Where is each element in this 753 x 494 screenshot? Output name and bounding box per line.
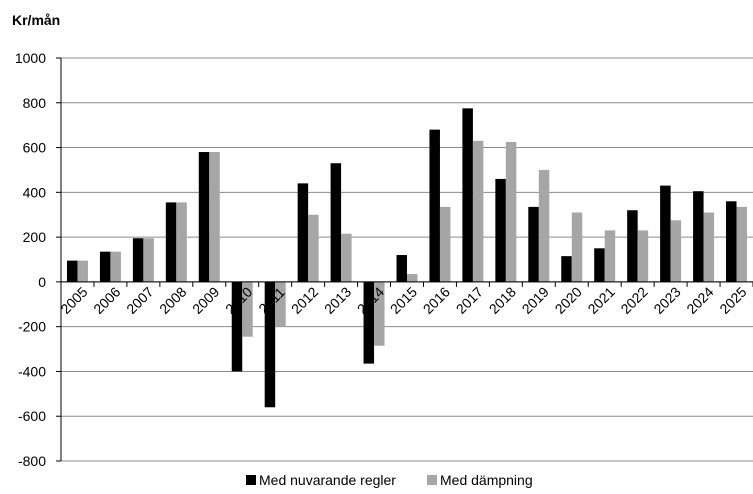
- y-tick-label--400: -400: [18, 363, 46, 379]
- bar-nuvarande-2017: [462, 108, 473, 282]
- bar-nuvarande-2025: [726, 201, 737, 282]
- bar-nuvarande-2023: [660, 185, 671, 282]
- bar-nuvarande-2024: [693, 191, 704, 282]
- bar-dampning-2005: [77, 260, 88, 282]
- x-tick-label-2023: 2023: [650, 284, 683, 317]
- legend: Med nuvarande regler Med dämpning: [246, 472, 533, 488]
- bar-nuvarande-2019: [528, 206, 539, 282]
- bar-dampning-2016: [439, 206, 451, 282]
- y-tick-label-200: 200: [23, 229, 47, 245]
- bar-dampning-2011: [275, 281, 286, 327]
- y-tick-labels: -800 -600 -400 -200 0 200 400 600 800 1000: [15, 50, 46, 469]
- bar-nuvarande-2018: [495, 178, 506, 282]
- x-tick-label-2009: 2009: [189, 284, 222, 317]
- y-tick-label-600: 600: [23, 140, 47, 156]
- x-tick-label-2025: 2025: [716, 284, 749, 317]
- x-tick-label-2015: 2015: [387, 284, 420, 317]
- bar-dampning-2007: [143, 238, 154, 282]
- bar-nuvarande-2020: [561, 256, 572, 282]
- bars: [66, 108, 748, 408]
- y-tick-label-0: 0: [38, 274, 46, 290]
- bar-nuvarande-2013: [330, 163, 342, 282]
- bar-dampning-2009: [209, 152, 220, 282]
- x-tick-label-2006: 2006: [90, 284, 123, 317]
- x-tick-label-2019: 2019: [519, 284, 552, 317]
- x-tick-label-2012: 2012: [288, 284, 321, 317]
- bar-dampning-2025: [736, 206, 748, 282]
- x-tick-label-2016: 2016: [420, 284, 453, 317]
- bar-nuvarande-2015: [396, 255, 407, 282]
- bar-nuvarande-2012: [297, 183, 309, 282]
- x-tick-label-2013: 2013: [321, 284, 354, 317]
- bar-dampning-2017: [472, 140, 484, 282]
- bar-dampning-2013: [341, 233, 352, 282]
- x-tick-labels: 2005 2006 2007 2008 2009 2010 2011 2012 2013 2014…: [57, 284, 750, 317]
- bar-nuvarande-2009: [198, 152, 210, 282]
- bar-dampning-2014: [374, 281, 385, 346]
- bar-dampning-2010: [242, 281, 253, 337]
- axes: [60, 58, 753, 461]
- x-tick-label-2007: 2007: [123, 284, 156, 317]
- bar-nuvarande-2008: [165, 202, 177, 282]
- bar-nuvarande-2021: [594, 248, 605, 282]
- bar-nuvarande-2005: [66, 260, 78, 282]
- x-tick-label-2008: 2008: [156, 284, 189, 317]
- bar-nuvarande-2014: [363, 281, 375, 364]
- y-tick-label-1000: 1000: [15, 50, 46, 66]
- x-tick-label-2022: 2022: [617, 284, 650, 317]
- bar-dampning-2023: [670, 220, 682, 282]
- bar-dampning-2006: [110, 251, 121, 282]
- legend-label-dampning: Med dämpning: [440, 472, 533, 488]
- bar-nuvarande-2011: [264, 281, 276, 408]
- bar-nuvarande-2022: [627, 210, 638, 282]
- bar-nuvarande-2016: [429, 129, 440, 282]
- bar-dampning-2008: [176, 202, 187, 282]
- x-tick-label-2021: 2021: [585, 284, 618, 317]
- bar-nuvarande-2010: [231, 281, 243, 372]
- x-tick-label-2018: 2018: [486, 284, 519, 317]
- bar-dampning-2012: [308, 214, 319, 282]
- x-tick-label-2017: 2017: [453, 284, 486, 317]
- bar-dampning-2021: [604, 230, 616, 282]
- legend-label-nuvarande: Med nuvarande regler: [259, 472, 396, 488]
- y-axis-unit-label: Kr/mån: [12, 12, 60, 28]
- x-tick-label-2024: 2024: [683, 284, 716, 317]
- y-tick-label-800: 800: [23, 95, 47, 111]
- bar-nuvarande-2007: [132, 238, 144, 282]
- y-tick-label--800: -800: [18, 453, 46, 469]
- bar-dampning-2020: [571, 212, 583, 282]
- x-tick-label-2005: 2005: [57, 284, 90, 317]
- x-tick-label-2020: 2020: [552, 284, 585, 317]
- bar-dampning-2022: [637, 230, 649, 282]
- bar-dampning-2018: [505, 141, 517, 282]
- y-tick-label--600: -600: [18, 408, 46, 424]
- legend-swatch-nuvarande: [246, 475, 256, 485]
- y-tick-label--200: -200: [18, 319, 46, 335]
- bar-dampning-2019: [538, 169, 550, 282]
- bar-dampning-2015: [407, 274, 418, 282]
- legend-swatch-dampning: [427, 475, 437, 485]
- y-tick-label-400: 400: [23, 184, 47, 200]
- bar-nuvarande-2006: [99, 251, 111, 282]
- bar-dampning-2024: [703, 212, 715, 282]
